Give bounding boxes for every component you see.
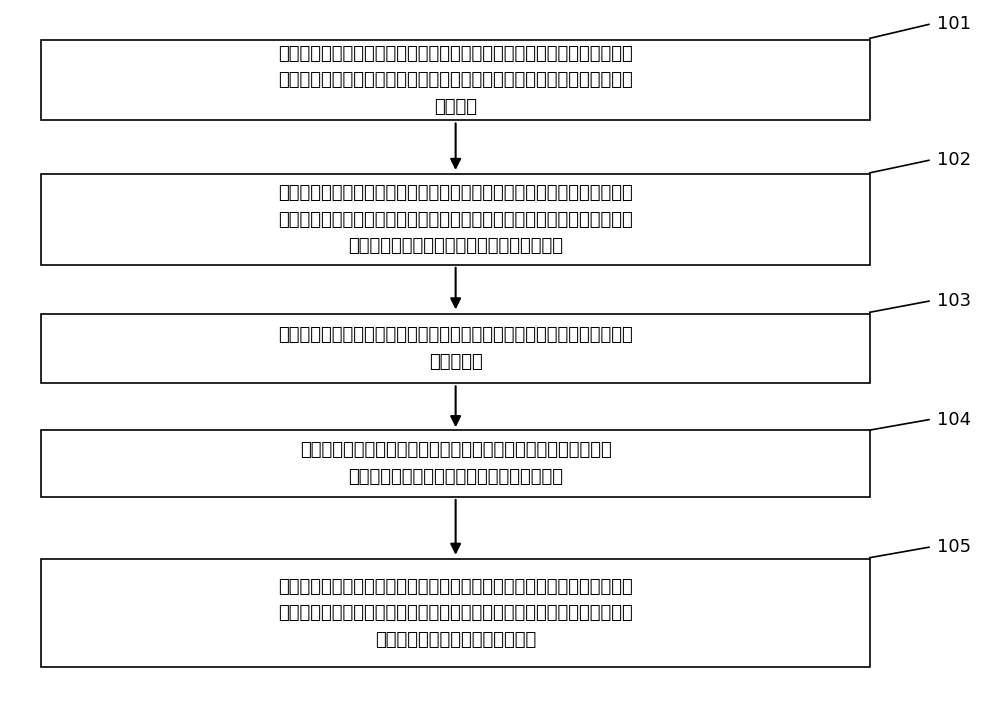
Bar xyxy=(41,560,870,668)
Text: 104: 104 xyxy=(937,411,971,429)
Text: 101: 101 xyxy=(937,16,971,33)
Text: 当各评估特征量的相对劣化度值未超过预设阈值时，将各评估特征量作为中
间接头的评估指标，采用几何平均超传递理论对层次分析法进行改进，通过
改进后的层次分析法确定评: 当各评估特征量的相对劣化度值未超过预设阈值时，将各评估特征量作为中 间接头的评估… xyxy=(278,184,633,255)
Text: 通过预设修正公式组对熵值法进行改进，通过改进后的熵值法确定评估指标
的客观权重: 通过预设修正公式组对熵值法进行改进，通过改进后的熵值法确定评估指标 的客观权重 xyxy=(278,326,633,370)
Bar xyxy=(41,40,870,120)
Bar xyxy=(41,430,870,497)
Text: 将绝缘状态极为良好的中间接头作为正参照点，将绝缘老化极为严重的中间
接头作为负参照点对优劣解距离法进行改进，基于改进后的优劣解距离法结
合变权权重分析中间接头绝: 将绝缘状态极为良好的中间接头作为正参照点，将绝缘老化极为严重的中间 接头作为负参… xyxy=(278,578,633,649)
Bar xyxy=(41,314,870,383)
Text: 将中间接头的表面温度与环境温度的相对温升以及中间接头的局部放电信号
作为评估特征量，对各评估特征量进行标准化处理得到各评估特征量的相对
劣化度值: 将中间接头的表面温度与环境温度的相对温升以及中间接头的局部放电信号 作为评估特征… xyxy=(278,45,633,116)
Text: 105: 105 xyxy=(937,538,971,556)
Text: 103: 103 xyxy=(937,292,971,310)
Bar xyxy=(41,174,870,265)
Text: 102: 102 xyxy=(937,151,971,169)
Text: 对主观权重和客观权重进行综合赋权得到组合权重并作为常权重，
引入变权函数对常权重进行修正得到变权权重: 对主观权重和客观权重进行综合赋权得到组合权重并作为常权重， 引入变权函数对常权重… xyxy=(300,442,612,486)
